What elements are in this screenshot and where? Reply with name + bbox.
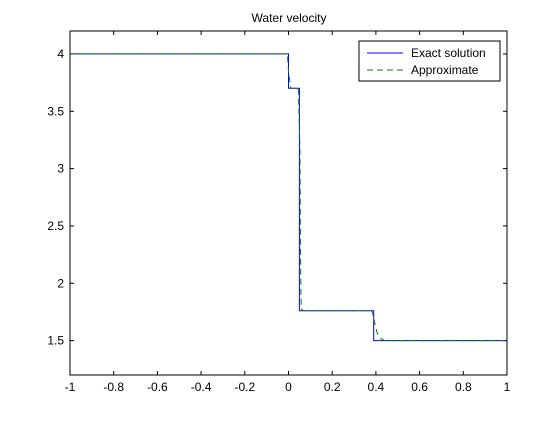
y-tick-label: 3 bbox=[57, 162, 64, 176]
y-tick-label: 2.5 bbox=[47, 219, 64, 233]
series-line-exact-solution bbox=[70, 53, 507, 342]
y-tick-label: 4 bbox=[57, 47, 64, 61]
plot-area: -1 -0.8 -0.6 -0.4 -0.2 0 0.2 0.4 0.6 0.8 1 1.5 2 2.5 3… bbox=[47, 30, 511, 394]
legend-label: Exact solution bbox=[411, 46, 486, 60]
legend-label: Approximate bbox=[411, 63, 479, 77]
x-tick-label: 0 bbox=[285, 380, 292, 394]
legend-box bbox=[358, 40, 501, 82]
x-tick-label: 0.8 bbox=[455, 380, 472, 394]
x-tick-label: -0.6 bbox=[147, 380, 168, 394]
x-tick-label: 0.2 bbox=[324, 380, 341, 394]
x-tick-label: -0.4 bbox=[191, 380, 212, 394]
chart-title: Water velocity bbox=[252, 11, 327, 25]
x-tick-label: -0.2 bbox=[234, 380, 255, 394]
x-tick-label: 0.4 bbox=[368, 380, 385, 394]
x-tick-label: 0.6 bbox=[411, 380, 428, 394]
x-tick-label: -0.8 bbox=[103, 380, 124, 394]
x-tick-label: 1 bbox=[504, 380, 511, 394]
y-tick-label: 1.5 bbox=[47, 334, 64, 348]
y-tick-label: 2 bbox=[57, 276, 64, 290]
x-tick-label: -1 bbox=[65, 380, 76, 394]
series-line-approximate bbox=[70, 53, 507, 342]
y-tick-label: 3.5 bbox=[47, 104, 64, 118]
